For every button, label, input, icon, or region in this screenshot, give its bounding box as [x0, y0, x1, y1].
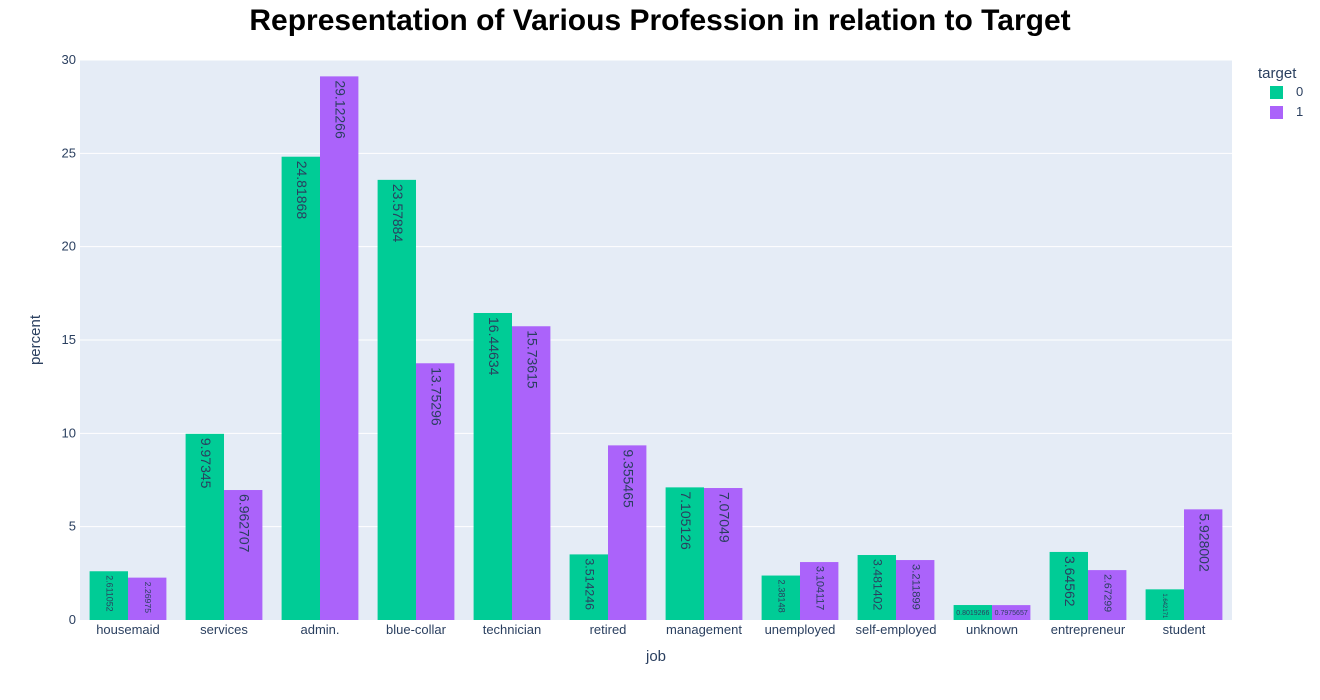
bar-unknown-series-0[interactable]: [953, 605, 992, 620]
bar-value-label: 9.355465: [620, 449, 636, 508]
bar-self-employed-series-1[interactable]: [896, 560, 935, 620]
x-tick-label: retired: [590, 622, 627, 637]
bar-value-label: 3.514246: [583, 558, 597, 610]
bar-housemaid-series-1[interactable]: [128, 577, 167, 620]
legend-title: target: [1258, 65, 1297, 82]
bar-admin.-series-1[interactable]: [320, 76, 359, 620]
y-tick-label: 20: [62, 239, 76, 254]
x-tick-label: services: [200, 622, 248, 637]
bar-retired-series-1[interactable]: [608, 445, 647, 620]
bar-blue-collar-series-1[interactable]: [416, 363, 455, 620]
bar-value-label: 2.26975: [143, 582, 153, 614]
bar-value-label: 24.81868: [294, 161, 310, 220]
y-axis-ticks: 0 5 10 15 20 25 30: [62, 52, 76, 627]
y-tick-label: 30: [62, 52, 76, 67]
bar-unemployed-series-1[interactable]: [800, 562, 839, 620]
legend-label-1[interactable]: 1: [1296, 104, 1303, 119]
bar-value-label: 1.642171: [1161, 593, 1167, 619]
bar-blue-collar-series-0[interactable]: [377, 179, 416, 621]
bar-value-label: 13.75296: [428, 367, 444, 426]
y-tick-label: 15: [62, 332, 76, 347]
x-tick-label: technician: [483, 622, 542, 637]
x-tick-label: admin.: [300, 622, 339, 637]
bar-value-label: 2.611052: [104, 575, 114, 611]
bar-labels: 2.611052 2.26975 9.97345 6.962707 24.81868 29…: [104, 80, 1212, 619]
y-tick-label: 10: [62, 425, 76, 440]
legend-label-0[interactable]: 0: [1296, 84, 1303, 99]
bar-value-label: 3.211899: [909, 564, 921, 610]
bar-services-series-0[interactable]: [185, 433, 224, 620]
bar-value-label: 0.7975657: [995, 610, 1028, 617]
x-axis-ticks: housemaid services admin. blue-collar techni…: [96, 622, 1206, 637]
x-tick-label: management: [666, 622, 742, 637]
bar-student-series-1[interactable]: [1184, 509, 1223, 620]
bar-value-label: 2.38148: [776, 580, 786, 613]
y-tick-label: 0: [69, 612, 76, 627]
gridlines: [80, 59, 1232, 528]
bar-technician-series-1[interactable]: [512, 326, 551, 620]
legend-swatch-1[interactable]: [1270, 106, 1283, 119]
bar-entrepreneur-series-1[interactable]: [1088, 570, 1127, 620]
y-tick-label: 25: [62, 145, 76, 160]
x-tick-label: entrepreneur: [1051, 622, 1126, 637]
bar-services-series-1[interactable]: [224, 490, 263, 620]
x-tick-label: blue-collar: [386, 622, 447, 637]
x-tick-label: unemployed: [765, 622, 836, 637]
bar-technician-series-0[interactable]: [473, 313, 512, 620]
y-axis-title: percent: [27, 314, 44, 365]
bar-student-series-0[interactable]: [1145, 589, 1184, 620]
legend-swatch-0[interactable]: [1270, 86, 1283, 99]
x-axis-title: job: [645, 648, 666, 665]
bar-value-label: 15.73615: [524, 330, 540, 389]
y-tick-label: 5: [69, 519, 76, 534]
bars: [89, 76, 1223, 621]
bar-value-label: 2.67299: [1101, 574, 1113, 612]
bar-value-label: 29.12266: [332, 80, 348, 139]
bar-value-label: 6.962707: [236, 494, 252, 553]
bar-value-label: 16.44634: [486, 317, 502, 376]
bar-housemaid-series-0[interactable]: [89, 571, 128, 620]
bar-value-label: 5.928002: [1196, 513, 1212, 572]
bar-value-label: 3.104117: [813, 566, 825, 610]
bar-self-employed-series-0[interactable]: [857, 555, 896, 620]
bar-value-label: 7.105126: [678, 491, 694, 550]
x-tick-label: student: [1163, 622, 1206, 637]
chart-title: Representation of Various Profession in …: [249, 4, 1070, 37]
bar-value-label: 9.97345: [198, 438, 214, 489]
bar-entrepreneur-series-0[interactable]: [1049, 551, 1088, 620]
bar-unemployed-series-0[interactable]: [761, 575, 800, 620]
bar-retired-series-0[interactable]: [569, 554, 608, 620]
x-tick-label: self-employed: [856, 622, 937, 637]
legend[interactable]: target 0 1: [1258, 65, 1303, 119]
bar-admin.-series-0[interactable]: [281, 156, 320, 621]
bar-value-label: 0.8019266: [956, 610, 989, 617]
x-tick-label: unknown: [966, 622, 1018, 637]
bar-value-label: 3.481402: [871, 559, 885, 610]
bar-management-series-1[interactable]: [704, 488, 743, 620]
bar-unknown-series-1[interactable]: [992, 605, 1031, 620]
bar-value-label: 3.64562: [1062, 556, 1078, 607]
bar-value-label: 7.07049: [716, 492, 732, 543]
bar-management-series-0[interactable]: [665, 487, 704, 620]
bar-value-label: 23.57884: [390, 184, 406, 243]
x-tick-label: housemaid: [96, 622, 160, 637]
